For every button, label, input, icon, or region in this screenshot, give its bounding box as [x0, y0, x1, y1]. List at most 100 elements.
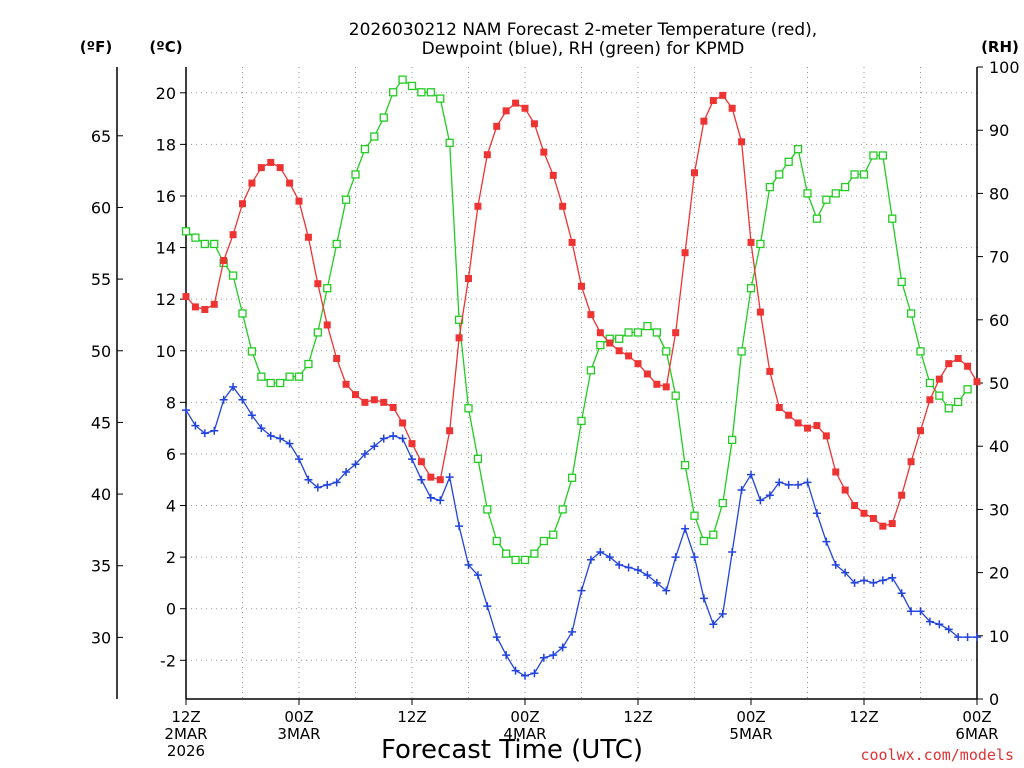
temperature-point: [568, 238, 576, 246]
temperature-point: [615, 347, 623, 355]
celsius-tick-label: -2: [160, 651, 176, 670]
temperature-point: [201, 305, 209, 313]
rh-point: [520, 555, 530, 565]
temperature-point: [851, 502, 859, 510]
x-tick-label: 6MAR: [955, 725, 998, 743]
temperature-point: [248, 179, 256, 187]
fahrenheit-tick-label: 45: [91, 413, 111, 432]
temperature-point: [653, 380, 661, 388]
rh-point: [624, 328, 633, 337]
rh-point: [549, 530, 558, 539]
temperature-point: [276, 164, 284, 172]
rh-point: [257, 372, 266, 381]
rh-point: [793, 145, 803, 154]
dewpoint-point: [586, 555, 595, 564]
temperature-point: [191, 303, 199, 311]
dewpoint-point: [907, 607, 916, 616]
rh-point: [577, 416, 586, 426]
dewpoint-point: [812, 509, 821, 518]
temperature-point: [182, 293, 190, 301]
rh-point: [878, 151, 887, 160]
temperature-point: [559, 202, 567, 210]
dewpoint-point: [916, 607, 925, 616]
temperature-point: [709, 97, 717, 105]
temperature-point: [973, 378, 981, 386]
dewpoint-point: [370, 442, 379, 451]
temperature-point: [417, 458, 425, 466]
rh-unit-label: (RH): [981, 38, 1019, 56]
rh-point: [699, 536, 709, 546]
dewpoint-point: [257, 424, 266, 433]
rh-tick-label: 100: [989, 58, 1020, 77]
rh-point: [680, 461, 690, 470]
dewpoint-point: [342, 467, 351, 476]
rh-point: [191, 233, 200, 242]
temperature-point: [455, 334, 463, 342]
rh-tick-label: 50: [989, 374, 1009, 393]
dewpoint-point: [935, 620, 944, 629]
rh-point: [473, 454, 483, 463]
dewpoint-point: [502, 651, 511, 660]
celsius-tick-label: 6: [166, 445, 176, 464]
temperature-point: [352, 391, 359, 399]
temperature-point: [295, 197, 303, 205]
temperature-point: [700, 117, 708, 125]
dewpoint-point: [784, 480, 793, 489]
temperature-point: [530, 120, 538, 128]
celsius-tick-label: 4: [166, 497, 176, 516]
rh-point: [304, 359, 313, 369]
dewpoint-point: [803, 478, 812, 487]
dewpoint-point: [539, 653, 548, 662]
rh-point: [332, 239, 341, 249]
chart-title-line2: Dewpoint (blue), RH (green) for KPMD: [422, 39, 745, 59]
celsius-tick-label: 18: [156, 135, 176, 154]
rh-point: [502, 549, 511, 558]
x-tick-label: 5MAR: [729, 725, 772, 743]
temperature-point: [719, 91, 727, 99]
temperature-point: [945, 360, 953, 368]
fahrenheit-unit-label: (ºF): [80, 38, 112, 56]
rh-tick-label: 80: [989, 184, 1009, 203]
dewpoint-point: [473, 571, 482, 580]
dewpoint-point: [398, 434, 407, 443]
rh-point: [228, 271, 238, 280]
rh-point: [200, 239, 209, 249]
dewpoint-point: [182, 406, 190, 415]
temperature-point: [869, 514, 877, 522]
rh-point: [906, 309, 916, 318]
temperature-point: [267, 158, 275, 166]
temperature-point: [804, 424, 811, 432]
dewpoint-point: [652, 578, 661, 587]
x-tick-label: 4MAR: [503, 725, 546, 743]
dewpoint-point: [869, 578, 878, 587]
rh-point: [492, 536, 501, 546]
rh-point: [841, 182, 850, 192]
rh-point: [718, 498, 727, 508]
temperature-point: [474, 202, 482, 210]
dewpoint-point: [295, 455, 303, 464]
celsius-tick-label: 10: [156, 342, 176, 361]
temperature-point: [813, 422, 821, 430]
dewpoint-point: [897, 589, 906, 598]
temperature-point: [898, 491, 906, 499]
temperature-point: [389, 404, 397, 412]
series-layer: [181, 75, 981, 680]
rh-point: [238, 309, 247, 318]
rh-point: [615, 334, 624, 343]
x-tick-label: 3MAR: [277, 725, 320, 743]
temperature-point: [323, 321, 331, 329]
fahrenheit-tick-label: 40: [91, 485, 111, 504]
rh-point: [360, 145, 370, 154]
rh-point: [935, 391, 944, 400]
fahrenheit-tick-label: 65: [91, 127, 111, 146]
temperature-point: [606, 339, 614, 347]
dewpoint-point: [332, 478, 341, 487]
dewpoint-point: [596, 547, 605, 556]
temperature-point: [493, 122, 501, 130]
rh-tick-label: 10: [989, 627, 1009, 646]
chart-title-line1: 2026030212 NAM Forecast 2-meter Temperat…: [349, 20, 817, 40]
dewpoint-point: [511, 666, 520, 675]
temperature-point: [370, 396, 378, 404]
temperature-point: [926, 396, 934, 404]
